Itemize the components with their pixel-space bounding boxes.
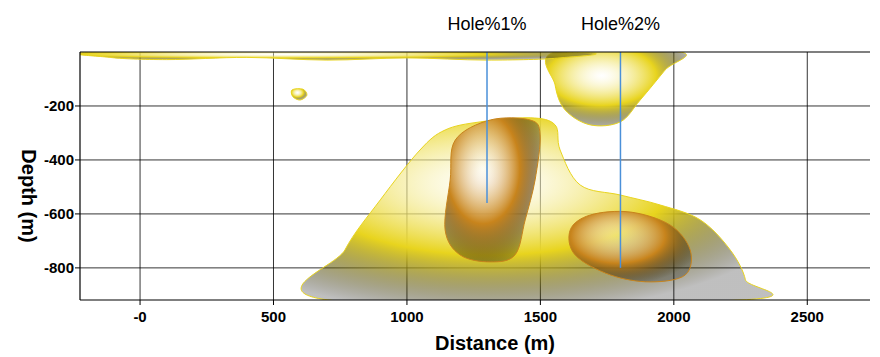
isosurface-body — [545, 52, 686, 126]
y-tick — [75, 213, 80, 214]
y-axis-line — [79, 52, 80, 300]
x-tick — [406, 300, 407, 305]
chart: Hole%1%Hole%2%-05001000150020002500-200-… — [0, 0, 880, 357]
x-tick — [673, 300, 674, 305]
y-axis-title: Depth (m) — [18, 149, 40, 242]
x-tick-label: 2000 — [657, 308, 690, 325]
frame-top — [80, 51, 870, 52]
x-tick-label: -0 — [133, 308, 146, 325]
x-axis-title: Distance (m) — [435, 332, 555, 354]
y-tick — [75, 267, 80, 268]
x-tick-label: 500 — [261, 308, 286, 325]
isosurface — [80, 52, 773, 300]
isosurface-body — [80, 52, 596, 60]
x-tick — [273, 300, 274, 305]
hole-trace — [486, 52, 488, 203]
hole-trace — [620, 52, 622, 268]
isosurface-body — [569, 211, 692, 282]
isosurface-body — [445, 118, 540, 262]
plot-area — [80, 52, 773, 300]
y-tick-label: -200 — [44, 97, 74, 114]
x-tick-label: 1500 — [524, 308, 557, 325]
isosurface-body — [301, 118, 773, 300]
x-tick — [140, 300, 141, 305]
y-tick — [75, 159, 80, 160]
y-ticks: -200 -400 -600 -800 — [44, 97, 80, 276]
y-tick-label: -400 — [44, 151, 74, 168]
x-tick — [540, 300, 541, 305]
x-tick-label: 1000 — [390, 308, 423, 325]
grid-line-x — [273, 52, 274, 300]
isosurface — [445, 118, 692, 282]
x-axis-line — [80, 299, 870, 300]
y-tick — [75, 105, 80, 106]
x-tick — [807, 300, 808, 305]
x-ticks: -0 500 1000 1500 2000 2500 — [133, 300, 824, 325]
frame — [80, 52, 870, 300]
grid-line-x — [807, 52, 808, 300]
y-tick-label: -600 — [44, 205, 74, 222]
x-tick-label: 2500 — [791, 308, 824, 325]
isosurface-body — [291, 89, 307, 100]
grid-line-y — [80, 105, 870, 106]
hole-label: Hole%2% — [581, 14, 660, 34]
y-tick-label: -800 — [44, 259, 74, 276]
hole-label: Hole%1% — [447, 14, 526, 34]
grid-line-x — [140, 52, 141, 300]
